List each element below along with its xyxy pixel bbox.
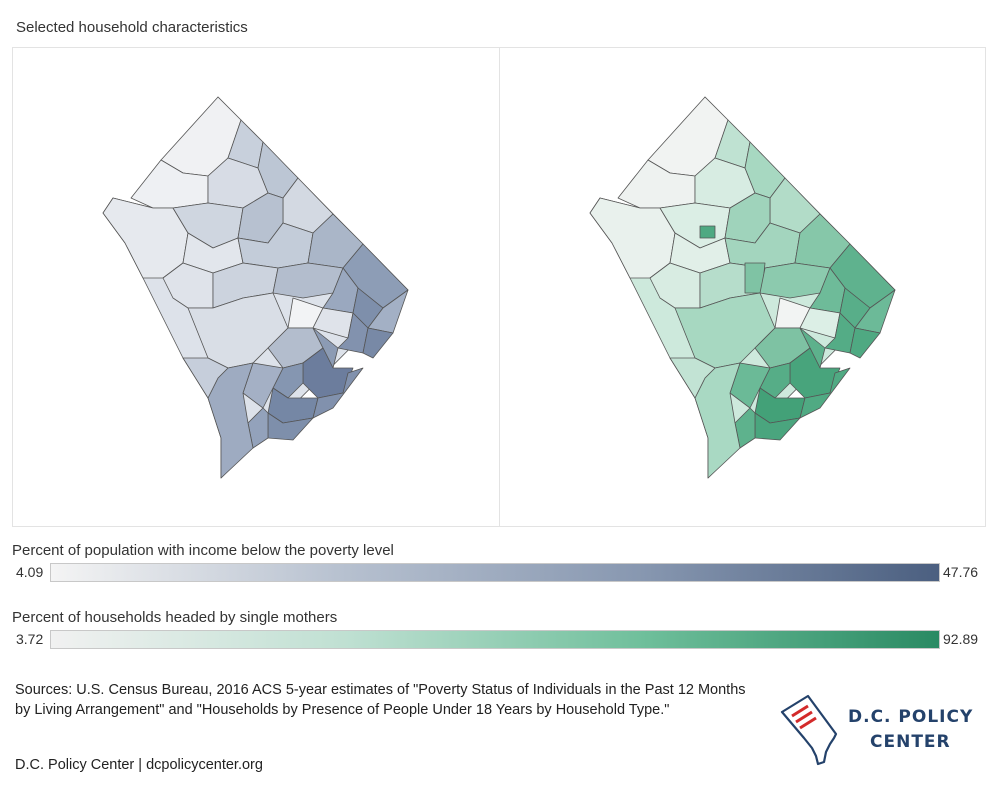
tract xyxy=(272,262,344,299)
poverty-color-scale xyxy=(50,563,940,582)
dc-flag-document-icon xyxy=(780,694,838,766)
tract xyxy=(362,327,394,359)
single-mothers-map xyxy=(589,96,896,479)
tract xyxy=(759,262,831,299)
tract xyxy=(699,225,716,239)
tract xyxy=(337,312,369,354)
tract xyxy=(824,312,856,354)
dc-policy-center-logo: D.C. POLICY CENTER xyxy=(778,690,978,770)
single-mothers-color-scale xyxy=(50,630,940,649)
chart-title: Selected household characteristics xyxy=(16,19,248,36)
credit-line: D.C. Policy Center | dcpolicycenter.org xyxy=(15,757,263,773)
single-mothers-legend-min: 3.72 xyxy=(16,631,44,647)
single-mothers-legend-max: 92.89 xyxy=(943,631,979,647)
poverty-legend-title: Percent of population with income below … xyxy=(12,542,394,559)
poverty-map xyxy=(102,96,409,479)
tract xyxy=(182,357,229,399)
logo-text-bottom: CENTER xyxy=(870,732,951,752)
tract xyxy=(849,327,881,359)
tract xyxy=(734,407,756,449)
tract xyxy=(247,407,269,449)
panel-divider xyxy=(499,48,500,526)
sources-note: Sources: U.S. Census Bureau, 2016 ACS 5-… xyxy=(15,682,746,718)
poverty-legend-min: 4.09 xyxy=(16,564,44,580)
maps-panel xyxy=(12,47,986,527)
poverty-legend-max: 47.76 xyxy=(943,564,979,580)
tract xyxy=(669,357,716,399)
single-mothers-legend-title: Percent of households headed by single m… xyxy=(12,609,338,626)
logo-text-top: D.C. POLICY xyxy=(848,707,974,727)
